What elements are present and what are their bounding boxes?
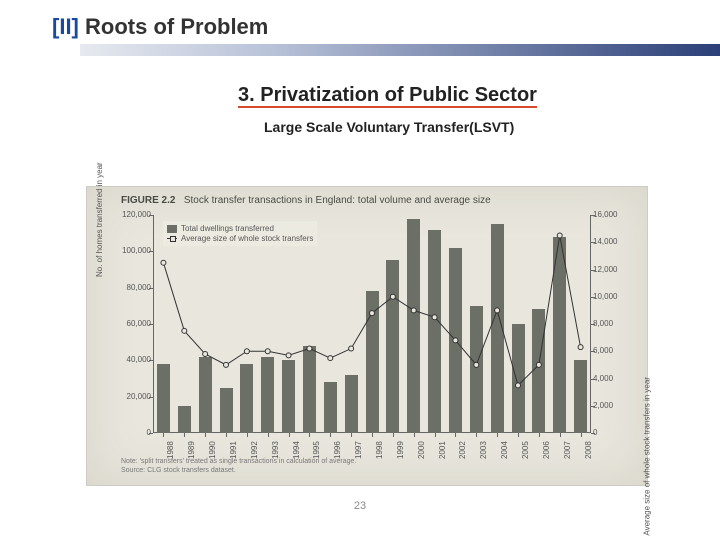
- page-number: 23: [0, 500, 720, 512]
- title-divider: [80, 44, 720, 56]
- footnote-line-1: Note: 'split transfers' treated as singl…: [121, 457, 356, 466]
- x-tick: 2001: [438, 441, 447, 459]
- x-tick: 1994: [292, 441, 301, 459]
- x-tick: 1999: [396, 441, 405, 459]
- y1-tick: 40,000: [121, 355, 151, 364]
- y1-tick: 100,000: [121, 246, 151, 255]
- x-tick: 1995: [312, 441, 321, 459]
- x-tick: 2000: [417, 441, 426, 459]
- chart-plot-area: Total dwellings transferred Average size…: [153, 215, 591, 433]
- figure-caption: FIGURE 2.2 Stock transfer transactions i…: [121, 195, 491, 206]
- x-tick: 2002: [458, 441, 467, 459]
- x-tick: 2006: [542, 441, 551, 459]
- figure-caption-prefix: FIGURE 2.2: [121, 195, 175, 206]
- title-text: Roots of Problem: [85, 14, 268, 39]
- x-tick: 2007: [563, 441, 572, 459]
- x-tick: 1990: [208, 441, 217, 459]
- slide-title: [II] Roots of Problem: [0, 0, 720, 44]
- y2-tick: 6,000: [593, 346, 623, 355]
- x-tick: 2005: [521, 441, 530, 459]
- section-subheading: Large Scale Voluntary Transfer(LSVT): [264, 119, 720, 135]
- x-tick: 2008: [584, 441, 593, 459]
- x-tick: 1992: [250, 441, 259, 459]
- y2-tick: 12,000: [593, 265, 623, 274]
- x-tick: 1996: [333, 441, 342, 459]
- y2-tick: 14,000: [593, 237, 623, 246]
- line-series: [153, 215, 591, 433]
- y1-tick: 0: [121, 428, 151, 437]
- figure-caption-text: Stock transfer transactions in England: …: [184, 195, 491, 206]
- section-subtitle: 3. Privatization of Public Sector: [238, 84, 537, 109]
- y1-tick: 60,000: [121, 319, 151, 328]
- title-prefix: [II]: [52, 14, 79, 39]
- subtitle-wrap: 3. Privatization of Public Sector: [238, 84, 537, 109]
- footnote-line-2: Source: CLG stock transfers dataset.: [121, 466, 356, 475]
- y2-tick: 16,000: [593, 210, 623, 219]
- y1-tick: 120,000: [121, 210, 151, 219]
- x-tick: 2003: [479, 441, 488, 459]
- figure-footnote: Note: 'split transfers' treated as singl…: [121, 457, 356, 475]
- x-tick: 1997: [354, 441, 363, 459]
- x-tick: 1991: [229, 441, 238, 459]
- y2-tick: 8,000: [593, 319, 623, 328]
- y2-tick: 4,000: [593, 374, 623, 383]
- x-tick: 1998: [375, 441, 384, 459]
- y2-tick: 2,000: [593, 401, 623, 410]
- y2-tick: 10,000: [593, 292, 623, 301]
- embedded-figure: FIGURE 2.2 Stock transfer transactions i…: [86, 186, 648, 486]
- y1-tick: 20,000: [121, 392, 151, 401]
- x-tick: 1989: [187, 441, 196, 459]
- y2-tick: 0: [593, 428, 623, 437]
- x-tick: 2004: [500, 441, 509, 459]
- y1-tick: 80,000: [121, 283, 151, 292]
- y1-axis-label: No. of homes transferred in year: [95, 162, 104, 277]
- x-tick: 1993: [271, 441, 280, 459]
- x-tick: 1988: [166, 441, 175, 459]
